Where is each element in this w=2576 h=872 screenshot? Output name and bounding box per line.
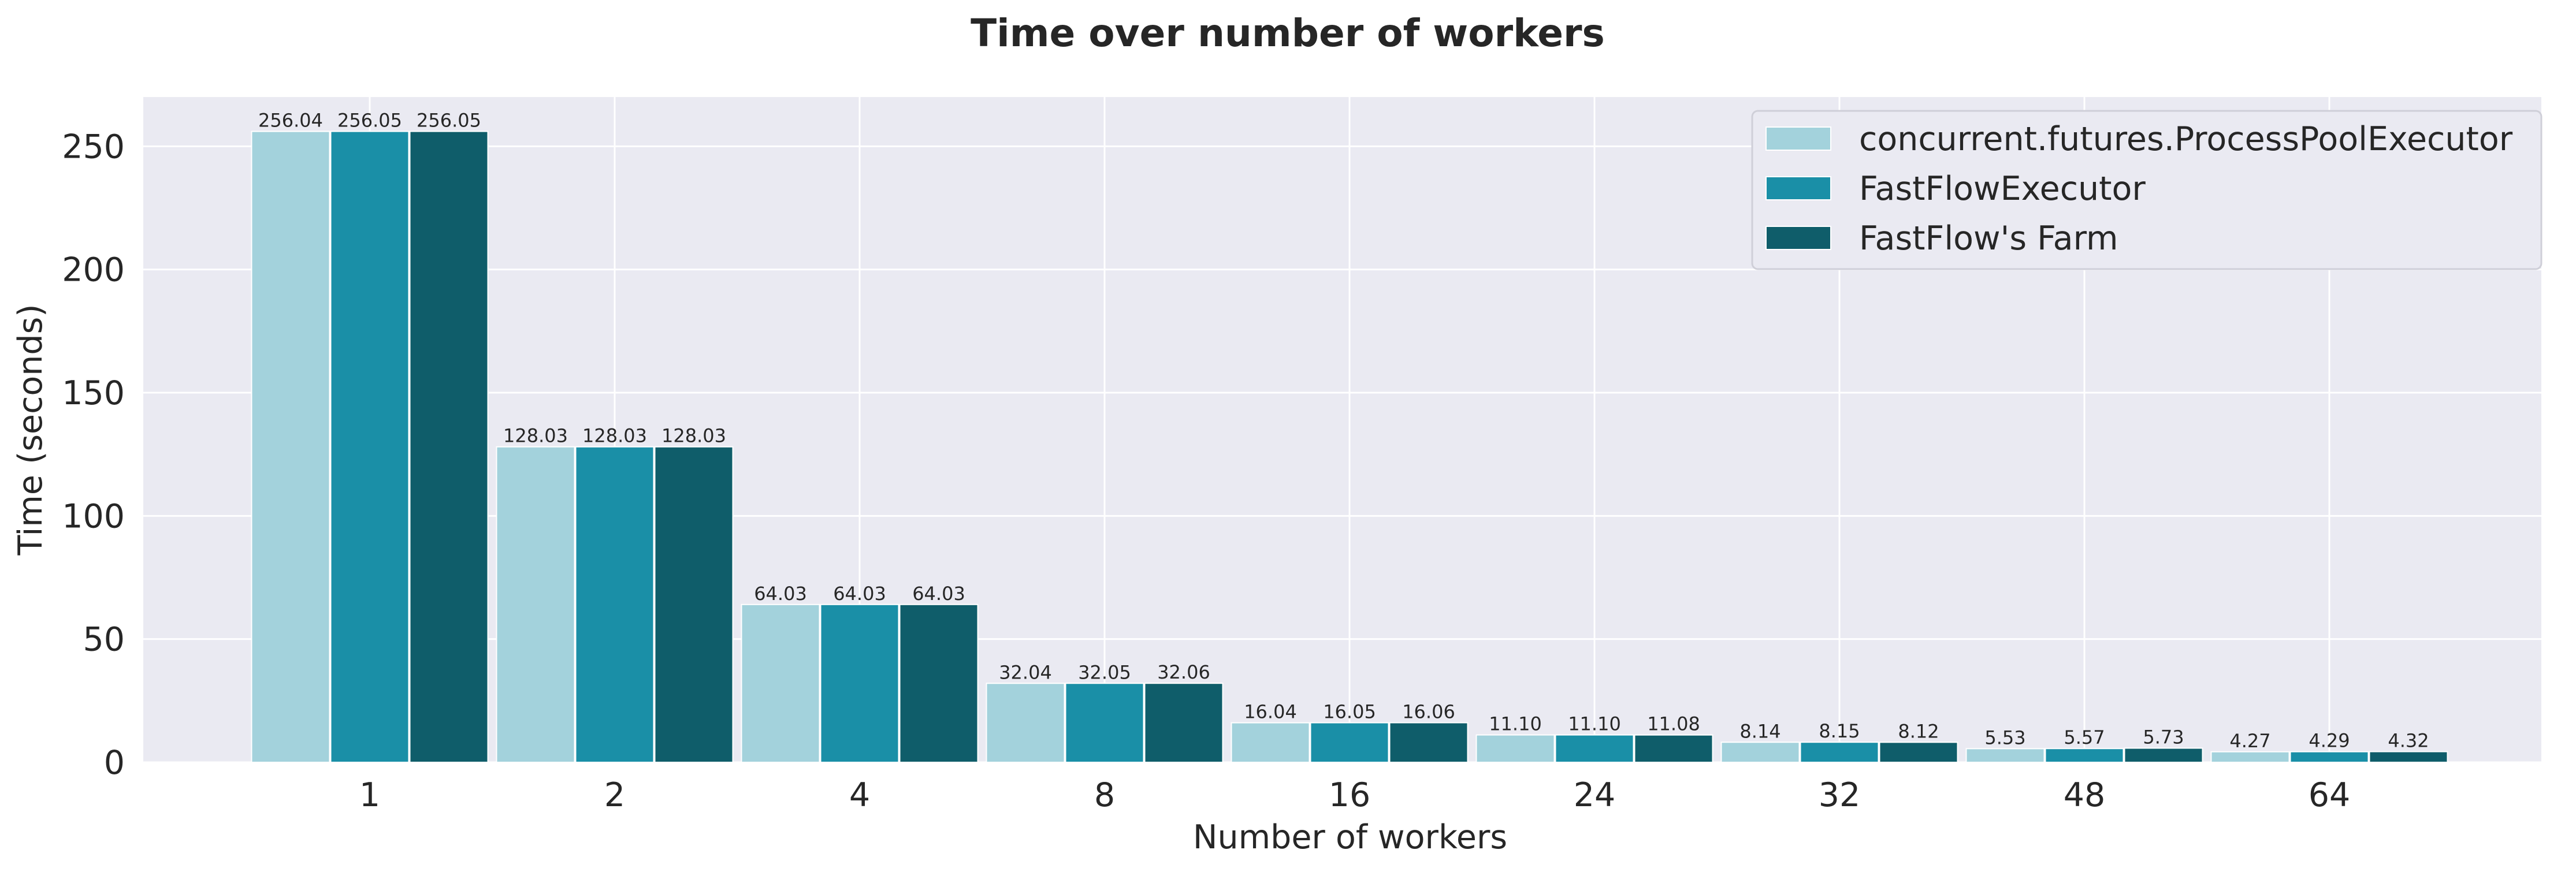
- bar: [1065, 683, 1144, 763]
- y-tick-label: 50: [83, 621, 125, 659]
- bar-value-label: 16.05: [1323, 701, 1376, 723]
- x-tick-label: 2: [604, 776, 625, 814]
- y-axis-label: Time (seconds): [12, 304, 50, 556]
- x-tick-label: 4: [849, 776, 870, 814]
- bar: [1389, 722, 1469, 763]
- bar-value-label: 11.10: [1489, 713, 1542, 735]
- bar: [899, 603, 979, 763]
- bar-value-label: 4.27: [2229, 730, 2270, 752]
- bar-value-label: 128.03: [582, 425, 647, 447]
- bar: [1634, 734, 1713, 763]
- y-tick-label: 250: [62, 128, 125, 166]
- bar: [2124, 747, 2203, 763]
- legend-swatch: [1765, 126, 1831, 151]
- legend-label: FastFlow's Farm: [1859, 219, 2118, 258]
- bar: [1475, 734, 1555, 763]
- bar: [251, 131, 330, 763]
- bar-value-label: 8.12: [1898, 720, 1939, 742]
- bar-value-label: 5.73: [2143, 726, 2184, 748]
- x-tick-label: 1: [359, 776, 380, 814]
- bar-value-label: 5.53: [1984, 726, 2025, 748]
- x-tick-label: 32: [1819, 776, 1861, 814]
- bar-value-label: 128.03: [661, 425, 726, 447]
- x-ticks: 1 2 4 8 16 24 32 48 64: [359, 776, 2350, 814]
- legend-box: [1751, 110, 2542, 270]
- bar-value-label: 32.04: [999, 661, 1052, 683]
- bar-value-label: 16.06: [1402, 700, 1455, 722]
- bar-value-label: 32.05: [1078, 661, 1131, 683]
- bar: [1144, 683, 1224, 763]
- bar-value-label: 256.04: [258, 110, 323, 132]
- bar-value-label: 64.03: [912, 583, 965, 605]
- chart-title: Time over number of workers: [971, 11, 1605, 55]
- y-tick-label: 100: [62, 497, 125, 535]
- x-axis-label: Number of workers: [1193, 818, 1507, 856]
- y-ticks: 0 50 100 150 200 250: [62, 128, 125, 782]
- x-tick-label: 16: [1329, 776, 1371, 814]
- legend-label: concurrent.futures.ProcessPoolExecutor: [1859, 120, 2513, 158]
- legend-label: FastFlowExecutor: [1859, 170, 2146, 208]
- x-tick-label: 24: [1574, 776, 1616, 814]
- bar: [820, 603, 899, 763]
- x-tick-label: 8: [1094, 776, 1115, 814]
- bar: [2289, 751, 2369, 763]
- bar: [1231, 722, 1310, 763]
- legend-swatch: [1765, 176, 1831, 200]
- bar-value-label: 64.03: [833, 583, 886, 605]
- bar: [1555, 734, 1634, 763]
- value-labels: 256.04 256.05 256.05 128.03 128.03 128.03 64.0…: [258, 110, 2429, 752]
- bar: [1800, 741, 1879, 763]
- bar-value-label: 64.03: [754, 583, 807, 605]
- bar-value-label: 256.05: [337, 110, 402, 132]
- bar-value-label: 11.08: [1647, 713, 1700, 735]
- bar-value-label: 128.03: [503, 425, 568, 447]
- bar: [409, 131, 489, 763]
- bar: [741, 603, 820, 763]
- bar: [330, 131, 410, 763]
- x-tick-label: 48: [2064, 776, 2106, 814]
- bar: [575, 446, 655, 763]
- bar: [1720, 741, 1800, 763]
- bar-value-label: 8.15: [1819, 720, 1860, 742]
- bar-value-label: 4.32: [2388, 730, 2429, 752]
- bar-value-label: 8.14: [1739, 720, 1780, 742]
- bars: [251, 131, 2448, 763]
- bar: [2045, 748, 2124, 763]
- bar-value-label: 32.06: [1157, 661, 1210, 683]
- bar: [2210, 751, 2290, 763]
- bar: [1310, 722, 1389, 763]
- bar-value-label: 256.05: [417, 110, 481, 132]
- y-tick-label: 200: [62, 251, 125, 289]
- y-tick-label: 150: [62, 374, 125, 412]
- bar-value-label: 11.10: [1568, 713, 1621, 735]
- legend: concurrent.futures.ProcessPoolExecutor Fa…: [1751, 110, 2542, 270]
- bar: [2369, 751, 2448, 763]
- bar: [654, 446, 734, 763]
- bar-value-label: 5.57: [2064, 726, 2105, 748]
- x-tick-label: 64: [2309, 776, 2351, 814]
- bar: [1879, 741, 1958, 763]
- legend-swatch: [1765, 226, 1831, 250]
- bar: [1965, 748, 2045, 763]
- y-tick-label: 0: [104, 744, 125, 782]
- bar: [496, 446, 575, 763]
- bar: [986, 683, 1065, 763]
- bar-value-label: 16.04: [1244, 701, 1297, 723]
- bar-value-label: 4.29: [2309, 730, 2350, 752]
